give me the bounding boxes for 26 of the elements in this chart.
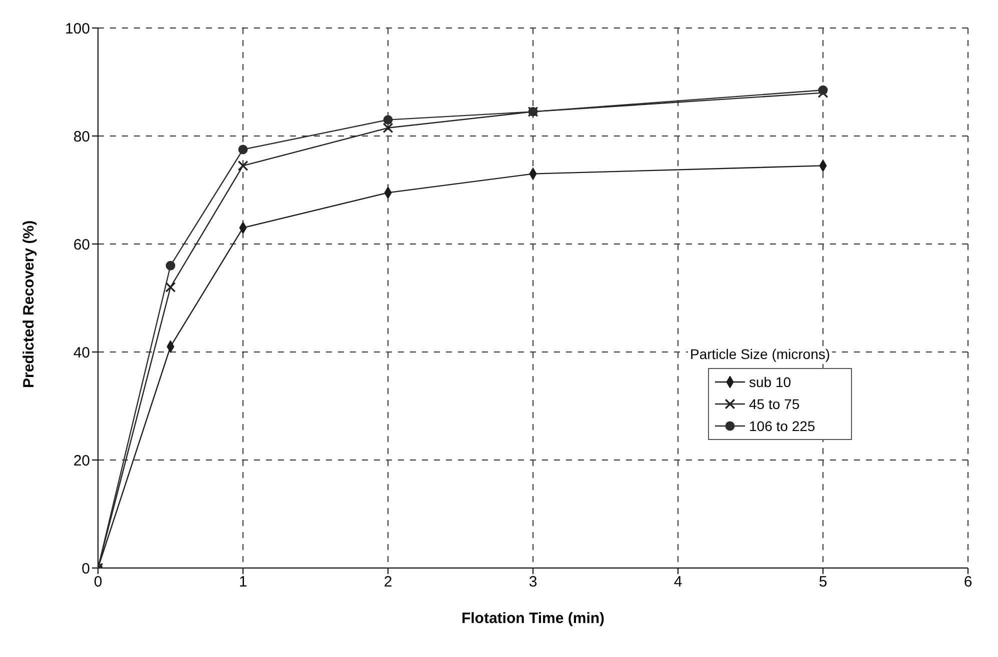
point: [238, 160, 248, 171]
x-axis-title: Flotation Time (min): [461, 610, 605, 627]
legend-label: 45 to 75: [749, 396, 800, 412]
point: [818, 85, 828, 95]
legend-title: Particle Size (microns): [688, 346, 832, 362]
point: [238, 144, 248, 154]
point: [166, 282, 176, 292]
x-tick-label: 3: [528, 574, 538, 591]
x-tick-label: 5: [818, 574, 828, 591]
y-axis-title: Predicted Recovery (%): [20, 220, 38, 388]
y-tick-label: 60: [73, 236, 90, 254]
y-tick-label: 100: [64, 20, 90, 38]
y-tick-label: 80: [73, 128, 90, 146]
x-tick-label: 6: [964, 574, 972, 591]
x-tick-label: 0: [94, 574, 102, 591]
legend-label: sub 10: [749, 374, 792, 390]
legend-label: 106 to 225: [749, 418, 816, 434]
point: [166, 260, 176, 270]
y-tick-label: 20: [73, 452, 90, 470]
point: [383, 115, 393, 125]
y-tick-label: 0: [82, 560, 90, 578]
x-tick-label: 1: [238, 574, 248, 591]
point: [383, 122, 393, 133]
x-tick-label: 2: [384, 574, 392, 591]
y-tick-label: 40: [73, 344, 90, 362]
x-tick-label: 4: [674, 574, 682, 591]
